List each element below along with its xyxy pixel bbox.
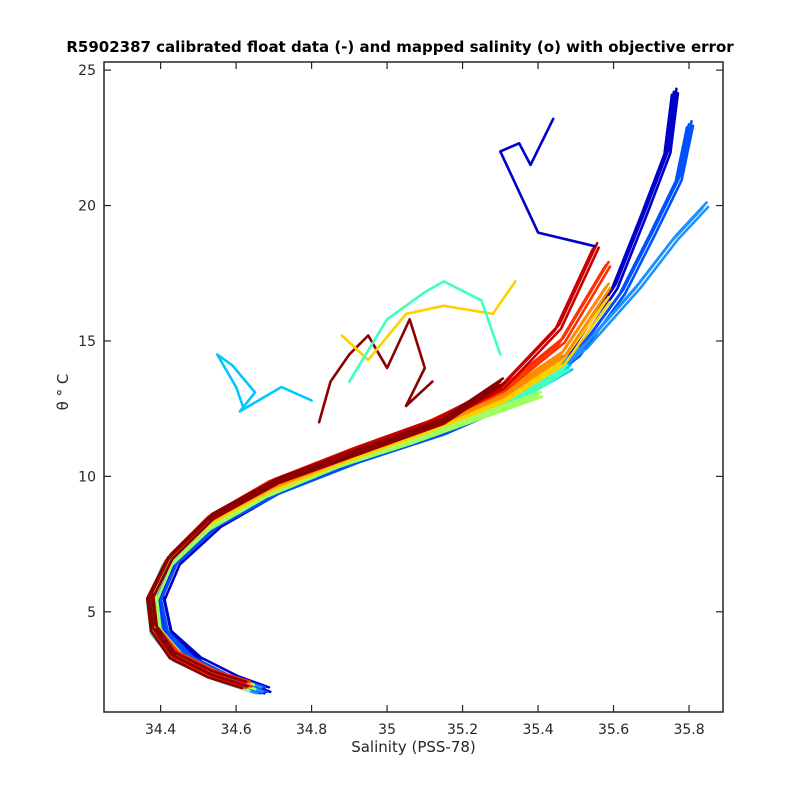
profile-line-0-1 [161,87,678,689]
x-tick-label: 35.8 [673,722,704,738]
profile-line-1-2 [153,126,689,695]
x-tick-label: 34.8 [296,722,327,738]
profile-line-9-0 [148,244,597,687]
profile-line-1-0 [155,123,691,692]
x-tick-label: 35.6 [598,722,629,738]
profile-line-1-1 [158,120,693,689]
profile-line-8-1 [150,260,610,684]
y-axis-label: θ ° C [54,374,72,411]
profile-line-1-3 [159,124,695,694]
x-tick-label: 34.4 [145,722,176,738]
y-tick-label: 25 [78,63,96,79]
y-tick-label: 20 [78,199,96,215]
profile-line-5-2 [149,396,538,692]
profile-line-8-0 [148,263,608,687]
profile-line-10-3 [152,381,506,688]
chart-title: R5902387 calibrated float data (-) and m… [66,38,734,56]
profile-line-5-3 [155,395,544,691]
x-tick-label: 35 [378,722,396,738]
profile-line-5-0 [151,393,540,689]
profile-line-8-2 [146,266,606,690]
profile-line-9-2 [146,247,595,690]
y-tick-label: 10 [78,469,96,485]
profile-line-9-1 [150,241,599,684]
x-tick-label: 35.2 [447,722,478,738]
profile-line-0-2 [157,93,674,695]
profile-line-9-3 [152,246,601,688]
axes-box [103,61,724,713]
excursion-line-1 [215,353,313,413]
excursion-line-2 [317,317,434,424]
axis-ticks: 34.4 34.6 34.8 35 35.2 35.4 35.6 35.8 5 10 15 20 25 [78,62,723,738]
y-tick-label: 15 [78,334,96,350]
x-axis-label: Salinity (PSS-78) [351,738,476,756]
x-tick-label: 35.4 [522,722,553,738]
x-tick-label: 34.6 [221,722,252,738]
y-tick-label: 5 [87,605,96,621]
profile-line-5-1 [154,390,542,686]
excursion-line-0 [498,117,597,248]
profile-line-2-3 [155,205,710,694]
excursion-line-4 [347,280,502,383]
profile-lines [146,87,710,695]
